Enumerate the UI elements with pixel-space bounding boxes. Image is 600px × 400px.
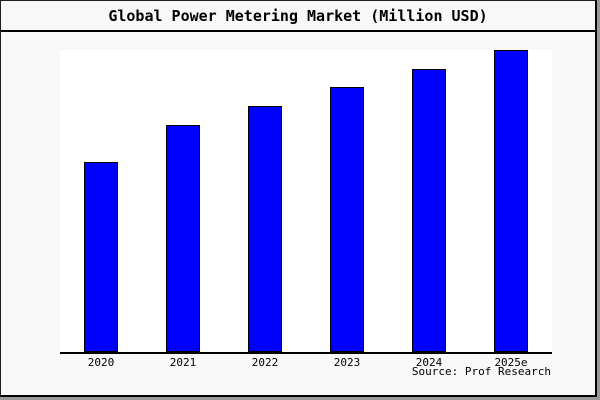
bar-2022 xyxy=(248,106,282,352)
bar-2025e xyxy=(494,50,528,352)
x-tick-label-2024: 2024 xyxy=(415,356,443,369)
x-tick-label-2020: 2020 xyxy=(87,356,115,369)
x-tick-label-2021: 2021 xyxy=(169,356,197,369)
chart-title-bar: Global Power Metering Market (Million US… xyxy=(1,1,595,32)
x-tick-label-2025e: 2025e xyxy=(494,356,528,369)
bar-2020 xyxy=(84,162,118,352)
x-tick-label-2022: 2022 xyxy=(251,356,279,369)
bar-2023 xyxy=(330,87,364,352)
x-axis-labels: 2020 2021 2022 2023 2024 2025e xyxy=(60,356,552,370)
source-credit: Source: Prof Research xyxy=(411,365,551,378)
x-tick-label-2023: 2023 xyxy=(333,356,361,369)
plot-area xyxy=(60,50,552,354)
bar-2021 xyxy=(166,125,200,352)
chart-title: Global Power Metering Market (Million US… xyxy=(108,6,488,25)
bar-2024 xyxy=(412,69,446,352)
